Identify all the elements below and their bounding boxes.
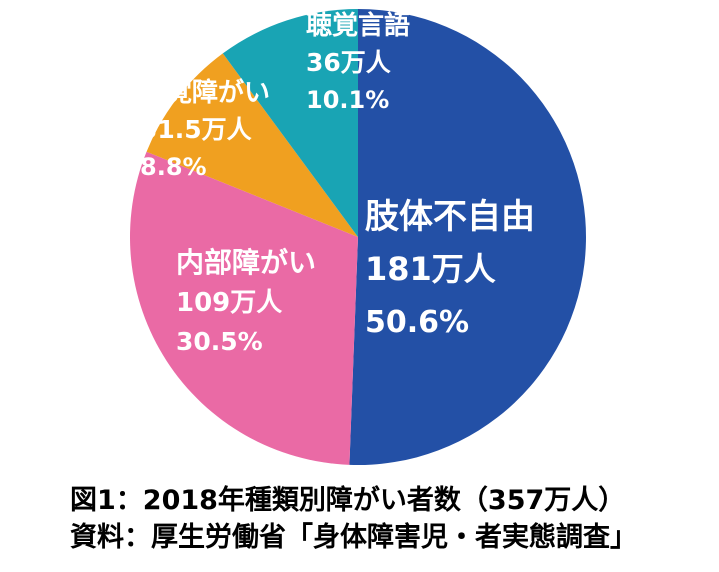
- slice-label-value-hearing-speech: 36万人: [306, 48, 391, 77]
- pie-slice-internal-disability: [129, 151, 358, 465]
- pie-slice-hearing-speech: [222, 8, 358, 237]
- slice-label-value-internal-disability: 109万人: [176, 288, 282, 318]
- slice-label-percent-visual-disability: 8.8%: [140, 153, 207, 181]
- pie-slice-visual-disability: [146, 53, 358, 237]
- slice-label-value-visual-disability: 31.5万人: [140, 115, 252, 144]
- pie-labels: 肢体不自由 181万人 50.6% 内部障がい 109万人 30.5% 視覚障がい 31.5万…: [140, 10, 535, 356]
- slice-label-name-physical-disability: 肢体不自由: [365, 197, 535, 237]
- slice-label-value-physical-disability: 181万人: [365, 250, 496, 288]
- slice-label-percent-physical-disability: 50.6%: [365, 305, 469, 340]
- slice-label-name-internal-disability: 内部障がい: [176, 246, 316, 279]
- chart-caption-source: 資料：厚生労働省「身体障害児・者実態調査」: [70, 522, 637, 553]
- slice-label-name-visual-disability: 視覚障がい: [140, 77, 270, 108]
- slice-label-name-hearing-speech: 聴覚言語: [306, 10, 410, 41]
- pie-slice-physical-disability: [349, 9, 586, 465]
- slice-label-percent-internal-disability: 30.5%: [176, 327, 263, 356]
- pie-chart: 肢体不自由 181万人 50.6% 内部障がい 109万人 30.5% 視覚障がい 31.5万…: [129, 8, 586, 465]
- chart-caption-title: 図1：2018年種類別障がい者数（357万人）: [70, 485, 626, 516]
- pie-slices: [129, 8, 586, 465]
- slice-label-percent-hearing-speech: 10.1%: [306, 86, 389, 114]
